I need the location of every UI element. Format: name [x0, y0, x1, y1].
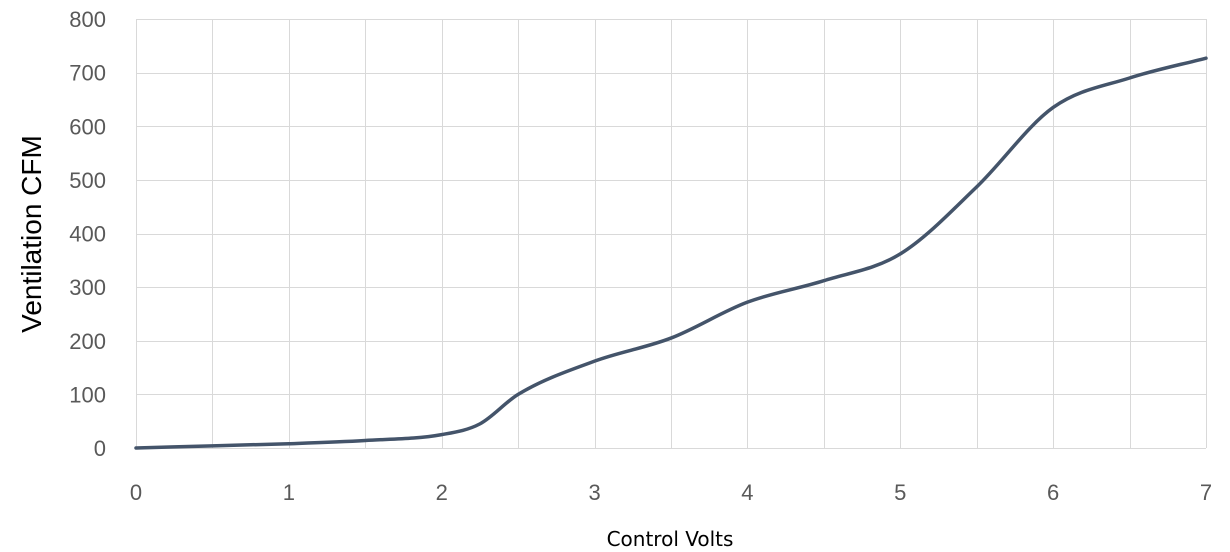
y-tick-label: 700 [69, 61, 106, 86]
y-tick-label: 500 [69, 168, 106, 193]
x-tick-label: 0 [130, 480, 142, 505]
x-tick-label: 3 [588, 480, 600, 505]
x-tick-labels: 0 1 2 3 4 5 6 7 [130, 480, 1212, 505]
x-axis-title: Control Volts [607, 527, 734, 551]
x-tick-label: 7 [1200, 480, 1212, 505]
y-axis-title: Ventilation CFM [16, 135, 47, 333]
gridlines [136, 19, 1207, 449]
y-tick-label: 200 [69, 329, 106, 354]
x-tick-label: 2 [436, 480, 448, 505]
y-tick-label: 100 [69, 382, 106, 407]
x-tick-label: 6 [1047, 480, 1059, 505]
x-tick-label: 4 [741, 480, 753, 505]
y-tick-label: 400 [69, 222, 106, 247]
series-line [134, 56, 1208, 450]
y-tick-label: 0 [94, 436, 106, 461]
y-tick-label: 800 [69, 7, 106, 32]
series-group [134, 56, 1208, 450]
x-tick-label: 1 [283, 480, 295, 505]
y-tick-label: 300 [69, 275, 106, 300]
y-tick-labels: 0 100 200 300 400 500 600 700 800 [69, 7, 106, 461]
y-tick-label: 600 [69, 114, 106, 139]
x-tick-label: 5 [894, 480, 906, 505]
